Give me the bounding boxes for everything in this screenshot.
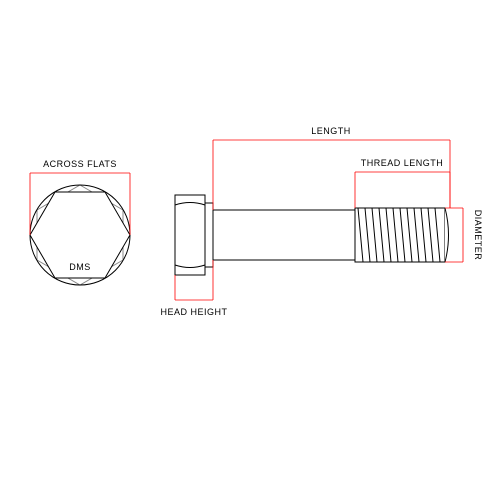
dim-thread-length: THREAD LENGTH — [355, 158, 450, 208]
bolt-shaft — [213, 210, 355, 260]
dim-length: LENGTH — [213, 126, 450, 210]
label-diameter: DIAMETER — [473, 210, 483, 261]
label-head-height: HEAD HEIGHT — [160, 307, 227, 317]
label-length: LENGTH — [311, 126, 351, 136]
bolt-thread-body — [355, 208, 445, 262]
bolt-diagram: ACROSS FLATS DMS LENGTH THREAD LENGTH — [0, 0, 500, 500]
label-thread-length: THREAD LENGTH — [361, 158, 444, 168]
dim-diameter: DIAMETER — [445, 208, 483, 262]
label-across-flats: ACROSS FLATS — [43, 159, 117, 169]
bolt-tip — [445, 208, 449, 262]
bolt-side-view — [175, 195, 449, 275]
label-dms: DMS — [69, 262, 91, 272]
bolt-flange — [205, 203, 213, 267]
bolt-head — [175, 195, 205, 275]
